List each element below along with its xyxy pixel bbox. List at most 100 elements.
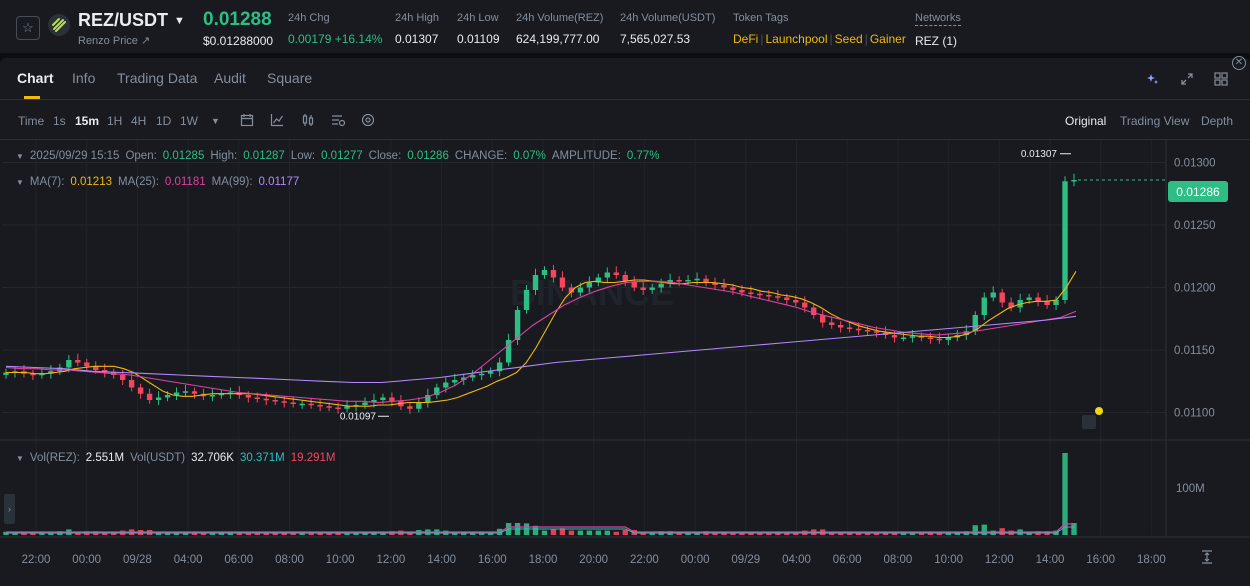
- timeframe-1w[interactable]: 1W: [180, 114, 198, 128]
- last-price-usd: $0.01288000: [203, 34, 274, 48]
- caret-down-icon: ▼: [174, 14, 185, 27]
- candle-body: [66, 360, 72, 368]
- fullscreen-icon[interactable]: [1178, 70, 1196, 88]
- timeframe-4h[interactable]: 4H: [131, 114, 147, 128]
- tag-launchpool[interactable]: Launchpool: [765, 32, 828, 46]
- ma25-value: 0.01181: [164, 176, 206, 188]
- candle-body: [721, 285, 727, 288]
- candle-body: [209, 395, 216, 397]
- tab-audit[interactable]: Audit: [214, 70, 246, 86]
- candle-body: [784, 297, 790, 300]
- ma99-value: 0.01177: [258, 176, 300, 188]
- candle-body: [3, 372, 9, 375]
- candle-body: [344, 406, 350, 409]
- settings-gear-icon[interactable]: [360, 112, 376, 128]
- candle-body: [443, 382, 449, 388]
- candle-body: [1044, 301, 1050, 305]
- tag-gainer[interactable]: Gainer: [869, 32, 906, 46]
- candle-body: [855, 328, 862, 331]
- candle-body: [218, 393, 225, 396]
- candle-body: [739, 290, 745, 293]
- volume-info-row: ▼ Vol(REZ): 2.551M Vol(USDT) 32.706K 30.37…: [16, 452, 335, 464]
- networks[interactable]: Networks REZ (1): [915, 12, 961, 48]
- calendar-icon[interactable]: [239, 112, 255, 128]
- ohlc-info-row: ▼ 2025/09/29 15:15 Open: 0.01285 High: 0.0…: [16, 150, 660, 162]
- candle-body: [828, 322, 835, 325]
- tab-trading-data[interactable]: Trading Data: [117, 70, 198, 86]
- time-tick-label: 22:00: [630, 554, 659, 566]
- timeframe-1d[interactable]: 1D: [156, 114, 172, 128]
- coin-price-link[interactable]: Renzo Price ↗: [78, 35, 151, 47]
- time-tick-label: 06:00: [833, 554, 862, 566]
- amplitude-label: AMPLITUDE:: [551, 150, 621, 162]
- tab-info[interactable]: Info: [72, 70, 96, 86]
- candle-body: [380, 397, 386, 400]
- candle-body: [649, 287, 655, 290]
- volume-bar: [1071, 523, 1077, 535]
- candle-body: [990, 292, 996, 298]
- volume-bar: [748, 532, 754, 535]
- change-label: CHANGE:: [454, 150, 508, 162]
- candle-body: [873, 331, 880, 333]
- collapse-caret-icon[interactable]: ▼: [16, 177, 24, 187]
- candle-body: [335, 407, 341, 409]
- chart-settings-list-icon[interactable]: [330, 112, 346, 128]
- candle-body: [631, 281, 637, 288]
- ma25-label: MA(25):: [118, 176, 159, 188]
- time-tick-label: 04:00: [174, 554, 203, 566]
- candle-body: [461, 377, 467, 380]
- time-tick-label: 14:00: [1036, 554, 1065, 566]
- volume-bar: [846, 532, 853, 535]
- ma-info-row: ▼ MA(7): 0.01213 MA(25): 0.01181 MA(99): 0.…: [16, 176, 299, 188]
- price-tick-label: 0.01200: [1174, 283, 1216, 295]
- tag-defi[interactable]: DeFi: [733, 32, 759, 46]
- candlestick-chart[interactable]: BINANCE 0.013000.012500.012000.011500.01…: [0, 140, 1250, 576]
- ai-sparkle-icon[interactable]: [1144, 70, 1162, 88]
- candle-body: [837, 325, 844, 328]
- token-tags-label: Token Tags: [733, 12, 789, 24]
- indicator-chart-icon[interactable]: [269, 112, 285, 128]
- stat-label: 24h Volume(REZ): [516, 12, 604, 24]
- candle-body: [802, 302, 808, 308]
- layout-grid-icon[interactable]: [1212, 70, 1230, 88]
- timeframe-1h[interactable]: 1H: [107, 114, 123, 128]
- auto-scale-icon[interactable]: [1200, 550, 1214, 564]
- favorite-star-button[interactable]: ☆: [16, 16, 40, 40]
- volume-bar: [595, 530, 602, 535]
- candle-body: [191, 391, 198, 394]
- vol-usdt-value: 32.706K: [191, 452, 234, 464]
- expand-handle-icon[interactable]: ›: [4, 494, 15, 524]
- close-icon[interactable]: ✕: [1232, 56, 1246, 70]
- timeframe-15m[interactable]: 15m: [75, 114, 100, 128]
- volume-ma-line: [6, 526, 1074, 534]
- pair-selector[interactable]: REZ/USDT ▼: [78, 10, 185, 31]
- volume-bar: [299, 533, 305, 535]
- tag-seed[interactable]: Seed: [834, 32, 863, 46]
- view-original[interactable]: Original: [1065, 114, 1107, 128]
- timeframe-1s[interactable]: 1s: [53, 114, 66, 128]
- candle-body: [685, 280, 691, 282]
- tab-square[interactable]: Square: [267, 70, 313, 86]
- view-depth[interactable]: Depth: [1201, 114, 1234, 128]
- tab-chart[interactable]: Chart: [17, 70, 54, 86]
- ohlc-date: 2025/09/29 15:15: [29, 150, 120, 162]
- collapse-caret-icon[interactable]: ▼: [16, 453, 24, 463]
- volume-bar: [12, 532, 18, 535]
- low-value: 0.01277: [321, 150, 363, 162]
- volume-bar: [972, 525, 978, 535]
- candle-body: [748, 292, 754, 294]
- volume-bar: [577, 530, 584, 535]
- candle-body: [84, 362, 90, 367]
- volume-bar: [263, 532, 269, 535]
- candle-body: [75, 360, 81, 363]
- candle-body: [1062, 181, 1068, 300]
- volume-bar: [936, 532, 943, 535]
- volume-bar: [586, 530, 593, 535]
- timeframe-time[interactable]: Time: [18, 114, 45, 128]
- view-trading-view[interactable]: Trading View: [1120, 114, 1190, 128]
- candles-icon[interactable]: [300, 112, 316, 128]
- collapse-caret-icon[interactable]: ▼: [16, 151, 24, 161]
- timeframe-more-caret-icon[interactable]: ▼: [211, 116, 220, 126]
- volume-bar: [182, 532, 189, 535]
- candle-body: [57, 367, 63, 372]
